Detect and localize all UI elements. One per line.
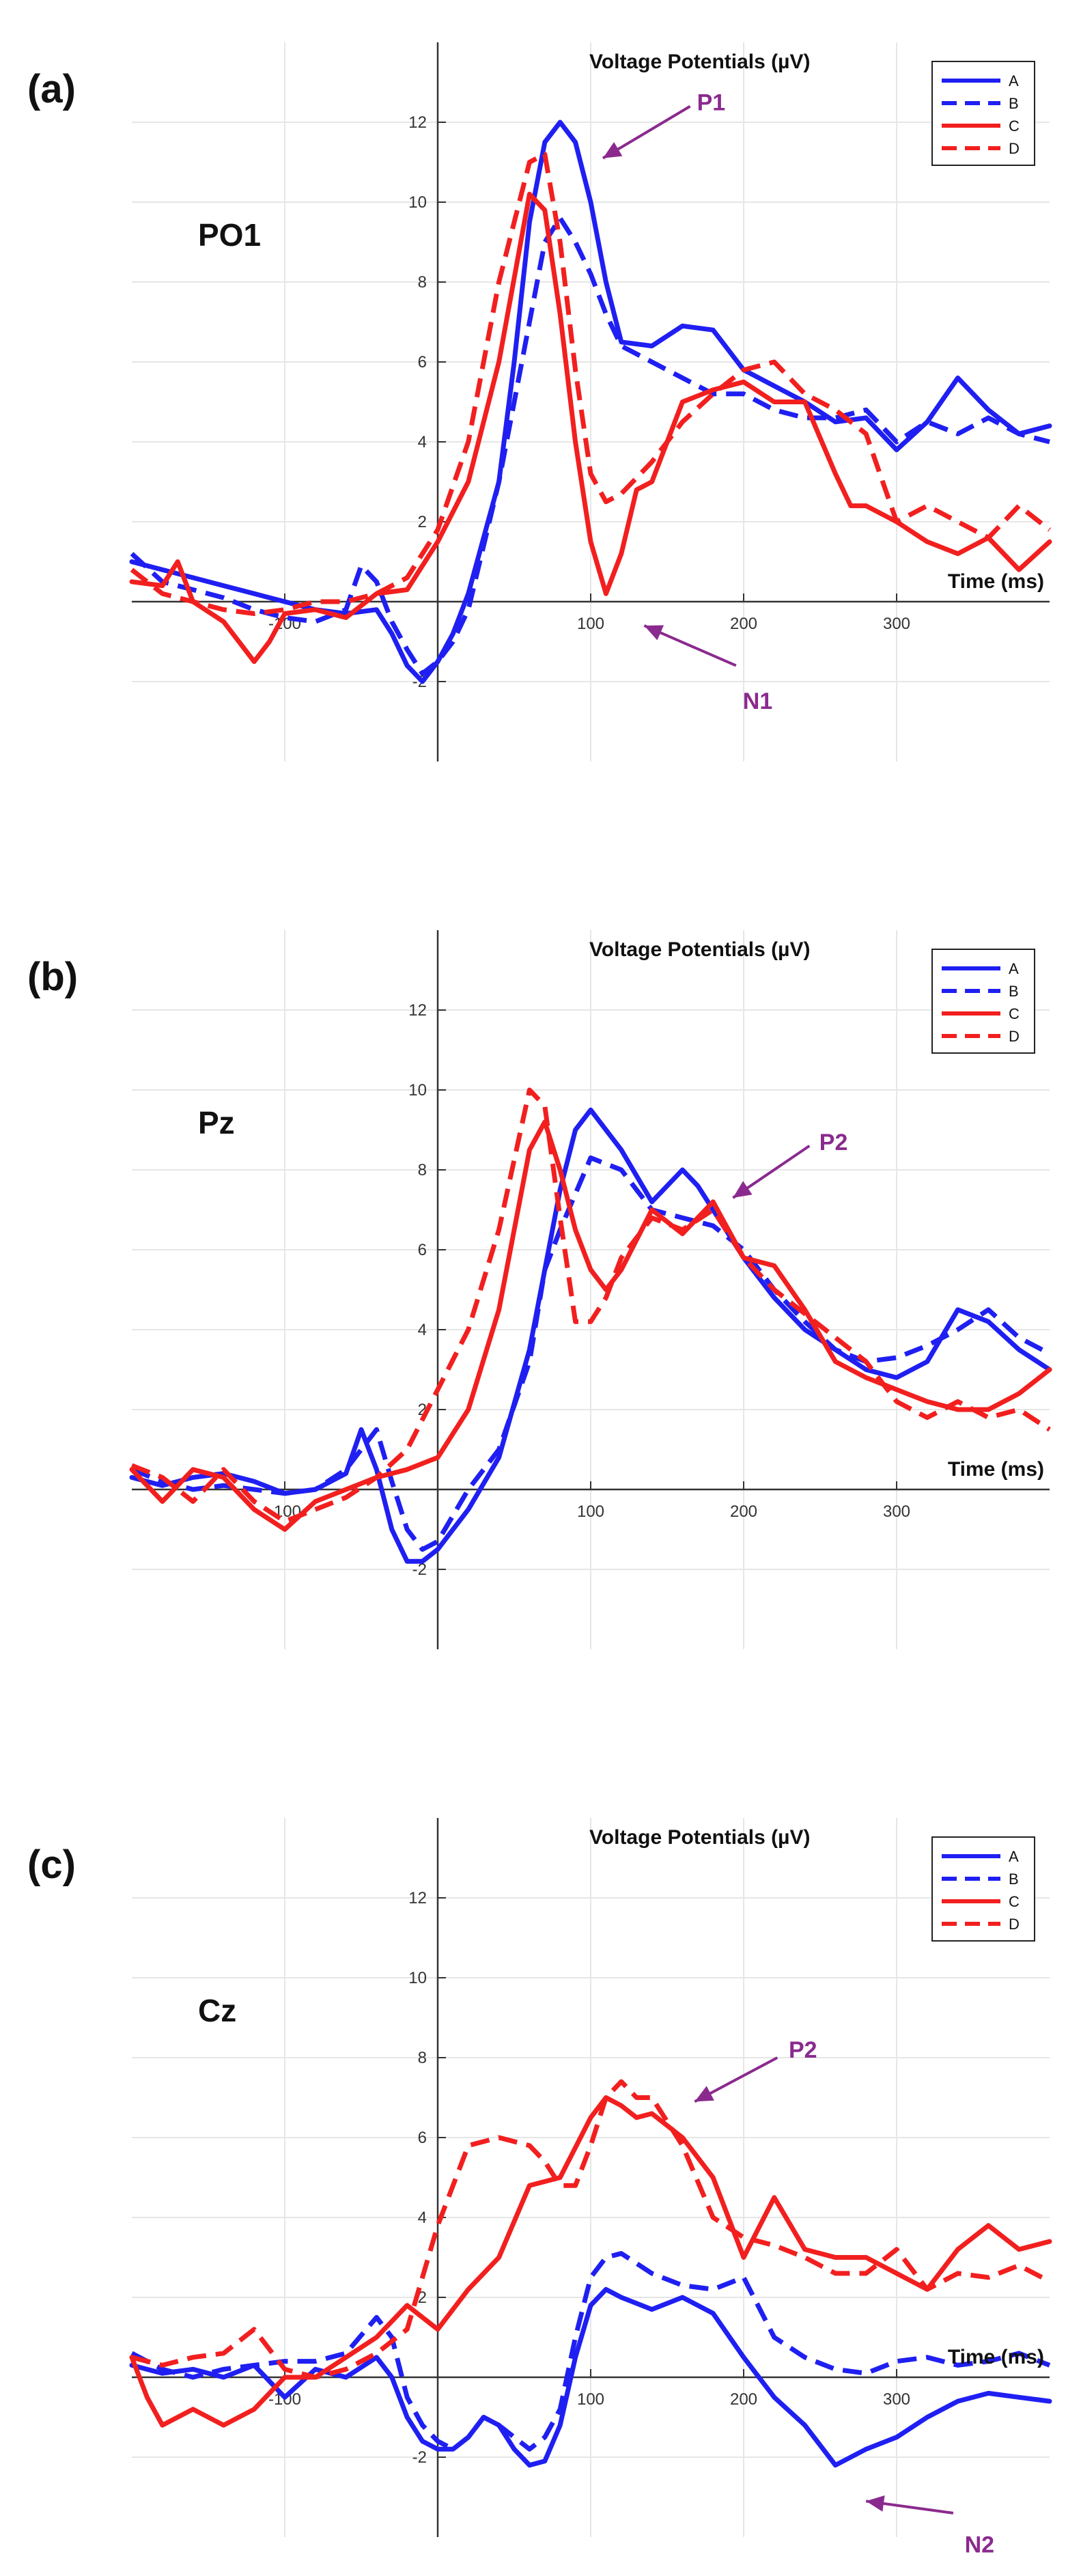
y-axis-title: Voltage Potentials (µV) (589, 1826, 810, 1849)
panel-label: (c) (27, 1843, 76, 1887)
y-tick-label: 12 (408, 1889, 427, 1907)
x-tick-label: 100 (577, 2390, 604, 2409)
series-line-B (130, 1155, 1051, 1552)
y-tick-label: 12 (408, 113, 427, 132)
annotation-arrowhead (644, 625, 664, 641)
legend-label-C: C (1009, 1005, 1020, 1022)
legend-label-D: D (1009, 140, 1020, 157)
series-line-D (131, 2079, 1051, 2380)
x-tick-label: 300 (883, 1502, 910, 1521)
annotation-label: N2 (965, 2532, 994, 2558)
y-axis-title: Voltage Potentials (µV) (589, 938, 810, 961)
x-tick-label: 200 (730, 2390, 757, 2409)
y-tick-label: 10 (408, 1969, 427, 1987)
y-tick-label: 6 (418, 353, 427, 372)
y-tick-label: 4 (418, 1321, 427, 1339)
annotation-label: P1 (697, 89, 726, 115)
annotation-label: P2 (789, 2037, 817, 2063)
y-tick-label: 6 (418, 1241, 427, 1259)
x-tick-label: 100 (577, 1502, 604, 1521)
electrode-label: Cz (198, 1993, 236, 2028)
annotation-arrowhead (866, 2495, 885, 2512)
annotation-arrowhead (733, 1181, 753, 1198)
x-axis-title: Time (ms) (948, 570, 1044, 593)
legend-label-B: B (1009, 1871, 1019, 1888)
x-tick-label: 300 (883, 2390, 910, 2409)
legend-label-D: D (1009, 1028, 1020, 1045)
y-tick-label: 2 (418, 513, 427, 531)
series-line-C (129, 191, 1052, 664)
panel-label: (b) (27, 955, 78, 999)
legend-label-A: A (1009, 72, 1019, 89)
series-line-B (130, 2251, 1051, 2452)
y-tick-label: 10 (408, 1081, 427, 1100)
y-tick-label: 12 (408, 1001, 427, 1020)
annotation-label: N1 (743, 688, 772, 714)
legend-label-B: B (1009, 95, 1019, 112)
legend-label-C: C (1009, 117, 1020, 135)
y-tick-label: -2 (412, 1560, 427, 1579)
x-tick-label: 200 (730, 1502, 757, 1521)
x-tick-label: 300 (883, 615, 910, 633)
x-tick-label: 100 (577, 615, 604, 633)
legend-label-D: D (1009, 1916, 1020, 1933)
series-line-D (130, 152, 1052, 616)
y-tick-label: 4 (418, 2209, 427, 2227)
annotation-arrowhead (602, 142, 623, 158)
y-tick-label: 4 (418, 433, 427, 451)
y-tick-label: 10 (408, 193, 427, 212)
annotation-p2: P2 (732, 1130, 848, 1199)
annotation-p2: P2 (694, 2037, 817, 2103)
annotation-arrowhead (694, 2086, 714, 2102)
x-axis-title: Time (ms) (948, 1458, 1044, 1481)
annotation-p1: P1 (602, 89, 726, 160)
panel-label: (a) (27, 67, 76, 111)
legend-label-A: A (1009, 960, 1019, 977)
legend-label-C: C (1009, 1893, 1020, 1910)
y-tick-label: 8 (418, 273, 427, 292)
y-tick-label: -2 (412, 2448, 427, 2467)
legend-label-A: A (1009, 1848, 1019, 1865)
y-tick-label: 8 (418, 1161, 427, 1179)
electrode-label: Pz (198, 1105, 235, 1140)
legend-label-B: B (1009, 983, 1019, 1000)
y-tick-label: 8 (418, 2049, 427, 2067)
annotation-n2: N2 (865, 2495, 994, 2558)
series-line-D (130, 1087, 1051, 1524)
y-tick-label: 6 (418, 2129, 427, 2147)
annotation-n1: N1 (643, 624, 772, 714)
x-axis-title: Time (ms) (948, 2346, 1044, 2368)
annotation-label: P2 (819, 1130, 848, 1156)
x-tick-label: 200 (730, 615, 757, 633)
y-axis-title: Voltage Potentials (µV) (589, 51, 810, 73)
series-line-C (129, 2095, 1052, 2428)
electrode-label: PO1 (198, 217, 261, 253)
series-line-B (130, 215, 1050, 676)
